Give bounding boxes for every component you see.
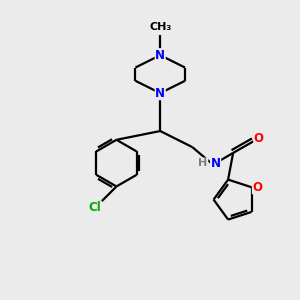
- Text: N: N: [211, 157, 220, 169]
- Text: N: N: [155, 49, 165, 62]
- Text: H: H: [199, 158, 208, 168]
- Text: CH₃: CH₃: [149, 22, 171, 32]
- Text: N: N: [155, 87, 165, 100]
- Text: O: O: [252, 181, 262, 194]
- Text: Cl: Cl: [89, 201, 101, 214]
- Text: O: O: [254, 132, 264, 145]
